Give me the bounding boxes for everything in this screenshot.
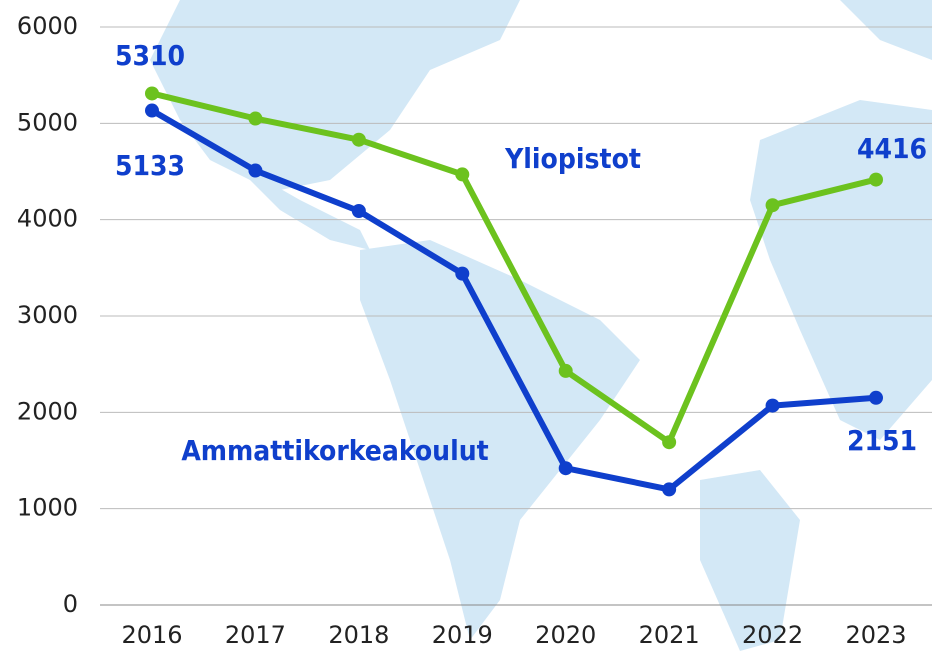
y-tick-label: 3000 xyxy=(17,301,78,329)
x-tick-label: 2019 xyxy=(432,621,493,649)
x-tick-label: 2021 xyxy=(639,621,700,649)
data-point xyxy=(869,172,883,187)
data-label: 5310 xyxy=(115,39,185,72)
data-point xyxy=(765,198,780,213)
series-line xyxy=(150,107,877,493)
data-point xyxy=(145,86,159,101)
x-tick-label: 2023 xyxy=(845,621,906,649)
data-point xyxy=(455,266,470,281)
y-tick-label: 0 xyxy=(63,590,78,618)
x-tick-label: 2022 xyxy=(742,621,803,649)
x-tick-label: 2017 xyxy=(225,621,286,649)
data-point xyxy=(558,461,573,476)
data-label: 4416 xyxy=(857,132,927,165)
data-label: 5133 xyxy=(115,149,185,182)
data-point xyxy=(662,482,677,497)
x-tick-label: 2016 xyxy=(121,621,182,649)
data-point xyxy=(869,390,883,405)
y-tick-label: 4000 xyxy=(17,205,78,233)
x-tick-label: 2020 xyxy=(535,621,596,649)
x-tick-label: 2018 xyxy=(328,621,389,649)
y-tick-label: 5000 xyxy=(17,108,78,136)
series-label: Ammattikorkeakoulut xyxy=(181,434,488,467)
map-background xyxy=(150,0,932,651)
data-point xyxy=(248,163,263,178)
data-point xyxy=(351,203,366,218)
y-tick-label: 6000 xyxy=(17,12,78,40)
data-label: 2151 xyxy=(847,424,917,457)
y-tick-label: 2000 xyxy=(17,397,78,425)
data-point xyxy=(145,103,159,118)
data-point xyxy=(455,167,470,182)
series-label: Yliopistot xyxy=(504,142,641,175)
series-line xyxy=(151,90,877,446)
data-point xyxy=(351,132,366,147)
data-point xyxy=(558,363,573,378)
y-tick-label: 1000 xyxy=(17,494,78,522)
data-point xyxy=(248,111,263,126)
data-point xyxy=(765,398,780,413)
data-point xyxy=(662,435,677,450)
